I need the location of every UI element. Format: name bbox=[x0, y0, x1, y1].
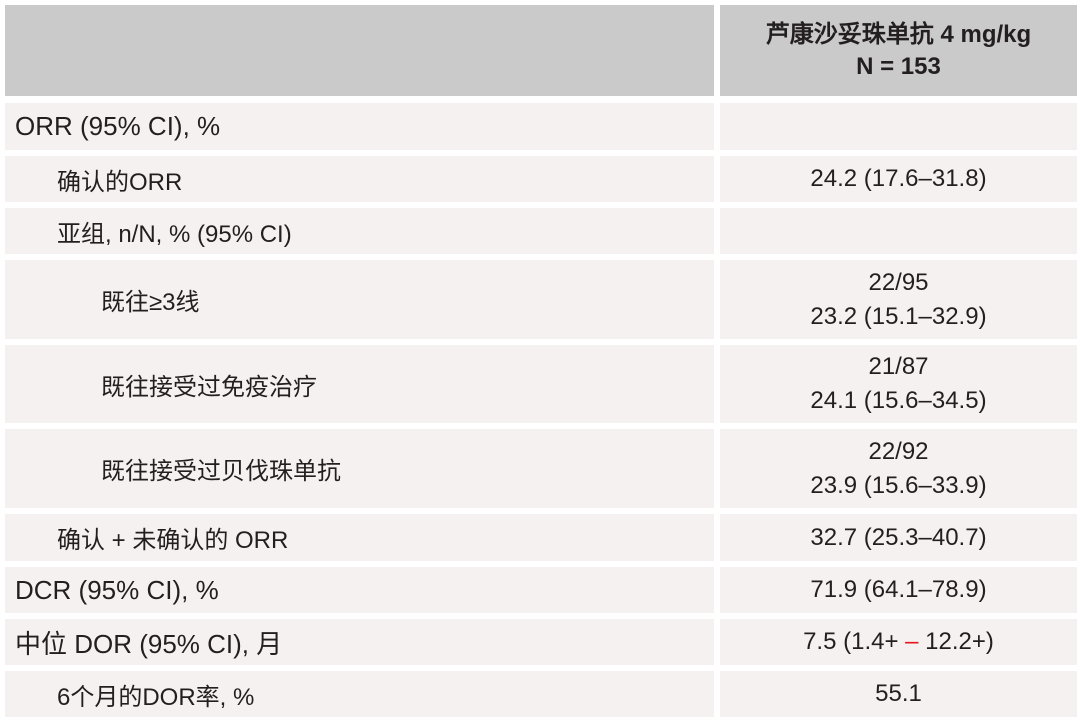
row-label-confirmed-orr: 确认的ORR bbox=[5, 156, 714, 202]
row-value-median-dor: 7.5 (1.4+ – 12.2+) bbox=[720, 619, 1077, 665]
column-title: 芦康沙妥珠单抗 4 mg/kg bbox=[765, 20, 1032, 48]
value-line: 23.2 (15.1–32.9) bbox=[810, 302, 987, 330]
value-line: 32.7 (25.3–40.7) bbox=[810, 523, 987, 551]
row-value-confirmed-unconfirmed-orr: 32.7 (25.3–40.7) bbox=[720, 514, 1077, 561]
row-label-orr: ORR (95% CI), % bbox=[5, 103, 714, 150]
row-label-dor-6-month-rate: 6个月的DOR率, % bbox=[5, 671, 714, 717]
value-part: 7.5 (1.4+ bbox=[803, 628, 906, 655]
value-part: 12.2+) bbox=[918, 628, 994, 655]
value-line: 7.5 (1.4+ – 12.2+) bbox=[803, 625, 994, 659]
value-line: 23.9 (15.6–33.9) bbox=[810, 471, 987, 499]
header-column: 芦康沙妥珠单抗 4 mg/kg N = 153 bbox=[720, 5, 1077, 96]
row-value-dor-6-month-rate: 55.1 bbox=[720, 671, 1077, 717]
row-label-confirmed-unconfirmed-orr: 确认 + 未确认的 ORR bbox=[5, 514, 714, 561]
row-value-orr bbox=[720, 103, 1077, 150]
range-dash: – bbox=[905, 628, 919, 655]
value-line: 22/95 bbox=[868, 268, 929, 296]
row-label-median-dor: 中位 DOR (95% CI), 月 bbox=[5, 619, 714, 665]
value-line: 24.2 (17.6–31.8) bbox=[810, 165, 987, 192]
value-line: 71.9 (64.1–78.9) bbox=[810, 576, 987, 603]
row-value-dcr: 71.9 (64.1–78.9) bbox=[720, 567, 1077, 613]
row-value-confirmed-orr: 24.2 (17.6–31.8) bbox=[720, 156, 1077, 202]
row-label-dcr: DCR (95% CI), % bbox=[5, 567, 714, 613]
value-line: 21/87 bbox=[868, 353, 929, 380]
column-n: N = 153 bbox=[856, 52, 941, 80]
row-value-subgroup bbox=[720, 208, 1077, 254]
row-value-prior-bevacizumab: 22/92 23.9 (15.6–33.9) bbox=[720, 429, 1077, 508]
value-line: 24.1 (15.6–34.5) bbox=[810, 387, 987, 414]
row-label-subgroup: 亚组, n/N, % (95% CI) bbox=[5, 208, 714, 254]
value-line: 22/92 bbox=[868, 437, 929, 465]
row-label-prior-immunotherapy: 既往接受过免疫治疗 bbox=[5, 345, 714, 423]
row-value-prior-immunotherapy: 21/87 24.1 (15.6–34.5) bbox=[720, 345, 1077, 423]
header-label-cell bbox=[5, 5, 714, 96]
row-value-prior-3-lines: 22/95 23.2 (15.1–32.9) bbox=[720, 260, 1077, 339]
value-line: 55.1 bbox=[875, 680, 922, 707]
row-label-prior-3-lines: 既往≥3线 bbox=[5, 260, 714, 339]
row-label-prior-bevacizumab: 既往接受过贝伐珠单抗 bbox=[5, 429, 714, 508]
